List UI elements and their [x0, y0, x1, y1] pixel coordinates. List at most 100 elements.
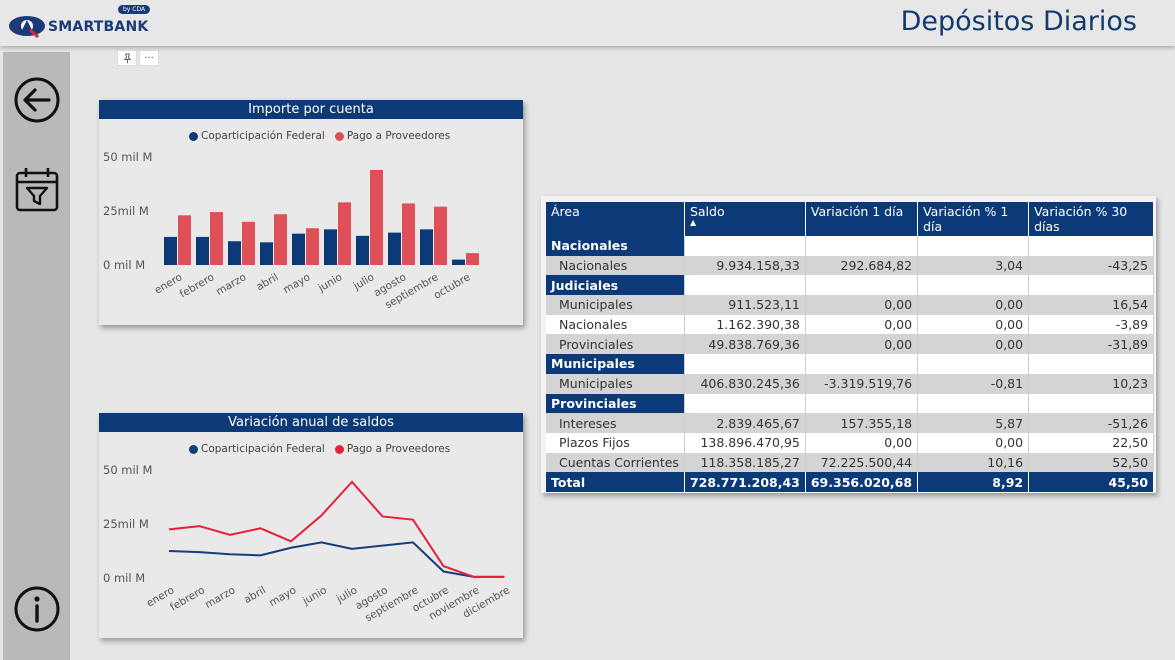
bar-pago-proveedores [466, 253, 479, 265]
legend-label: Pago a Proveedores [346, 443, 451, 455]
calendar-filter-icon[interactable] [13, 165, 61, 213]
bar-pago-proveedores [434, 206, 447, 265]
bar-coparticipacion [164, 236, 177, 265]
table-row[interactable]: Nacionales 1.162.390,38 0,00 0,00 -3,89 [546, 314, 1155, 335]
legend-item[interactable]: Coparticipación Federal [189, 130, 325, 142]
saldo-cell: 138.896.470,95 [684, 432, 806, 453]
x-tick-label: febrero [168, 584, 207, 613]
y-tick-label: 0 mil M [103, 258, 145, 272]
saldo-cell: 406.830.245,36 [684, 373, 806, 394]
bar-chart-card: Importe por cuenta Coparticipación Feder… [99, 100, 523, 325]
table-group-row[interactable]: Nacionales [546, 236, 1155, 256]
y-tick-label: 0 mil M [103, 571, 145, 585]
variacion-1-dia-cell: -3.319.519,76 [805, 373, 919, 394]
legend-label: Pago a Proveedores [346, 130, 451, 142]
legend-swatch [334, 444, 344, 454]
table-row[interactable]: Municipales 911.523,11 0,00 0,00 16,54 [546, 295, 1155, 315]
group-label[interactable]: Nacionales [546, 236, 685, 256]
line-chart-legend: Coparticipación Federal Pago a Proveedor… [189, 443, 450, 455]
total-variacion-pct-30-dias: 45,50 [1028, 472, 1155, 492]
sort-ascending-icon: ▲ [689, 218, 697, 227]
x-tick-label: abril [254, 271, 280, 293]
x-tick-label: octubre [432, 271, 473, 301]
bar-coparticipacion [356, 235, 369, 265]
bar-pago-proveedores [402, 203, 415, 265]
legend-label: Coparticipación Federal [201, 130, 325, 142]
row-label: Cuentas Corrientes [546, 452, 685, 473]
column-header-saldo[interactable]: Saldo ▲ [684, 202, 806, 236]
legend-swatch [334, 131, 344, 141]
table-row[interactable]: Intereses 2.839.465,67 157.355,18 5,87 -51,2… [546, 413, 1155, 433]
deposits-table: Área Saldo ▲ Variación 1 día Variación %… [546, 202, 1155, 492]
bar-pago-proveedores [306, 228, 319, 265]
variacion-pct-1-dia-cell: 0,00 [917, 295, 1030, 315]
bar-coparticipacion [388, 232, 401, 265]
saldo-cell: 2.839.465,67 [684, 413, 806, 433]
variacion-pct-30-dias-cell: -43,25 [1028, 255, 1155, 276]
bar-pago-proveedores [210, 212, 223, 265]
bar-coparticipacion [228, 241, 241, 265]
total-variacion-1-dia: 69.356.020,68 [805, 472, 919, 492]
bar-pago-proveedores [370, 169, 383, 265]
x-tick-label: febrero [178, 271, 217, 300]
variacion-1-dia-cell: 292.684,82 [805, 255, 919, 276]
more-options-icon[interactable]: ··· [139, 50, 159, 66]
table-row[interactable]: Cuentas Corrientes 118.358.185,27 72.225.5… [546, 452, 1155, 473]
variacion-pct-1-dia-cell: 10,16 [917, 452, 1030, 473]
column-header-variacion-pct-30-dias[interactable]: Variación % 30 días [1028, 202, 1155, 236]
column-header-label: Saldo [689, 204, 725, 219]
bar-pago-proveedores [178, 215, 191, 265]
variacion-pct-30-dias-cell: 16,54 [1028, 295, 1155, 315]
row-label: Provinciales [546, 334, 685, 355]
legend-swatch [189, 131, 198, 141]
bar-coparticipacion [324, 229, 337, 265]
legend-item[interactable]: Pago a Proveedores [334, 130, 451, 142]
saldo-cell: 118.358.185,27 [684, 452, 806, 473]
variacion-pct-1-dia-cell: 0,00 [917, 314, 1030, 335]
column-header-area[interactable]: Área [546, 202, 685, 236]
variacion-pct-30-dias-cell: 10,23 [1028, 373, 1155, 394]
page-title: Depósitos Diarios [900, 6, 1137, 37]
report-header: SMARTBANK by CDA Depósitos Diarios [0, 0, 1175, 46]
column-header-variacion-1-dia[interactable]: Variación 1 día [805, 202, 919, 236]
x-tick-label: abril [242, 584, 268, 606]
logo-text: SMARTBANK [48, 19, 149, 35]
table-row[interactable]: Municipales 406.830.245,36 -3.319.519,76 -0… [546, 373, 1155, 394]
table-row[interactable]: Nacionales 9.934.158,33 292.684,82 3,04 -43,… [546, 255, 1155, 276]
legend-item[interactable]: Pago a Proveedores [334, 443, 451, 455]
back-icon[interactable] [13, 76, 61, 124]
variacion-1-dia-cell: 0,00 [805, 432, 919, 453]
group-label[interactable]: Municipales [546, 354, 685, 374]
table-total-row: Total 728.771.208,43 69.356.020,68 8,92 45,5… [546, 472, 1155, 492]
table-group-row[interactable]: Provinciales [546, 393, 1155, 414]
variacion-pct-1-dia-cell: 0,00 [917, 432, 1030, 453]
bar-coparticipacion [260, 242, 273, 265]
row-label: Intereses [546, 413, 685, 433]
pin-icon[interactable] [117, 50, 137, 66]
bar-coparticipacion [196, 236, 209, 265]
saldo-cell: 911.523,11 [684, 295, 806, 315]
bar-chart-legend: Coparticipación Federal Pago a Proveedor… [189, 130, 450, 142]
row-label: Municipales [546, 295, 685, 315]
table-group-row[interactable]: Judiciales [546, 275, 1155, 296]
group-label[interactable]: Provinciales [546, 393, 685, 414]
table-row[interactable]: Provinciales 49.838.769,36 0,00 0,00 -31,89 [546, 334, 1155, 355]
legend-item[interactable]: Coparticipación Federal [189, 443, 325, 455]
column-header-variacion-pct-1-dia[interactable]: Variación % 1 día [917, 202, 1030, 236]
line-pago-proveedores [168, 480, 505, 578]
x-tick-label: junio [315, 271, 344, 295]
table-row[interactable]: Plazos Fijos 138.896.470,95 0,00 0,00 22,50 [546, 432, 1155, 453]
saldo-cell: 9.934.158,33 [684, 255, 806, 276]
table-group-row[interactable]: Municipales [546, 354, 1155, 374]
line-chart-title: Variación anual de saldos [99, 413, 523, 432]
group-label[interactable]: Judiciales [546, 275, 685, 296]
row-label: Municipales [546, 373, 685, 394]
info-icon[interactable] [13, 585, 61, 633]
total-label: Total [546, 472, 685, 492]
bar-coparticipacion [452, 259, 465, 265]
bar-pago-proveedores [274, 214, 287, 265]
visual-header-icons: ··· [117, 50, 159, 66]
variacion-pct-1-dia-cell: 5,87 [917, 413, 1030, 433]
variacion-1-dia-cell: 72.225.500,44 [805, 452, 919, 473]
